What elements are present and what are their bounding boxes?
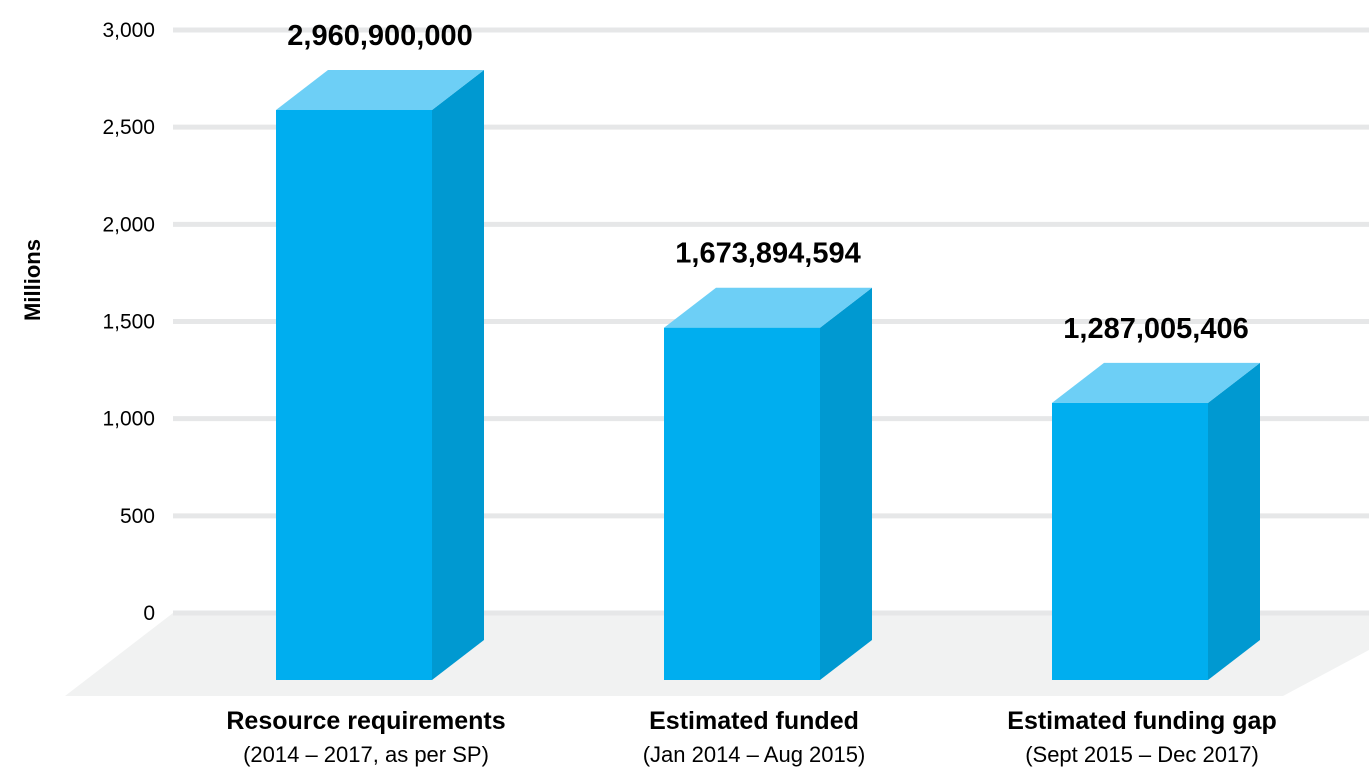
category-label: Estimated funded bbox=[649, 707, 859, 735]
category-subtitle: (2014 – 2017, as per SP) bbox=[243, 742, 489, 767]
y-tick-label: 1,500 bbox=[102, 311, 155, 334]
bar-top bbox=[276, 70, 484, 110]
data-label: 1,287,005,406 bbox=[1063, 313, 1248, 345]
bar-side bbox=[432, 70, 484, 680]
category-subtitle: (Sept 2015 – Dec 2017) bbox=[1025, 742, 1259, 767]
y-tick-label: 1,000 bbox=[102, 408, 155, 431]
bar-front bbox=[664, 327, 820, 680]
data-labels: 2,960,900,000 1,673,894,594 1,287,005,406 bbox=[287, 20, 1248, 345]
bar-top bbox=[664, 287, 872, 328]
data-label: 1,673,894,594 bbox=[675, 238, 860, 270]
category-subtitle: (Jan 2014 – Aug 2015) bbox=[643, 742, 866, 767]
y-axis-ticks: 0 500 1,000 1,500 2,000 2,500 3,000 bbox=[102, 19, 155, 625]
bar-top bbox=[1052, 362, 1260, 403]
y-tick-label: 0 bbox=[143, 602, 155, 625]
y-axis-label: Millions bbox=[20, 239, 45, 321]
category-label: Estimated funding gap bbox=[1007, 707, 1276, 735]
bar bbox=[1052, 362, 1260, 680]
y-tick-label: 2,000 bbox=[102, 213, 155, 236]
bar bbox=[276, 70, 484, 680]
bars bbox=[276, 70, 1260, 680]
bar-side bbox=[820, 287, 872, 680]
data-label: 2,960,900,000 bbox=[287, 20, 472, 52]
y-tick-label: 500 bbox=[120, 505, 155, 528]
y-tick-label: 3,000 bbox=[102, 19, 155, 42]
bar-side bbox=[1208, 362, 1260, 680]
bar-front bbox=[276, 110, 432, 680]
category-labels: Resource requirements (2014 – 2017, as pe… bbox=[226, 707, 1276, 767]
y-tick-label: 2,500 bbox=[102, 116, 155, 139]
category-label: Resource requirements bbox=[226, 707, 505, 735]
bar-front bbox=[1052, 402, 1208, 680]
bar bbox=[664, 287, 872, 680]
